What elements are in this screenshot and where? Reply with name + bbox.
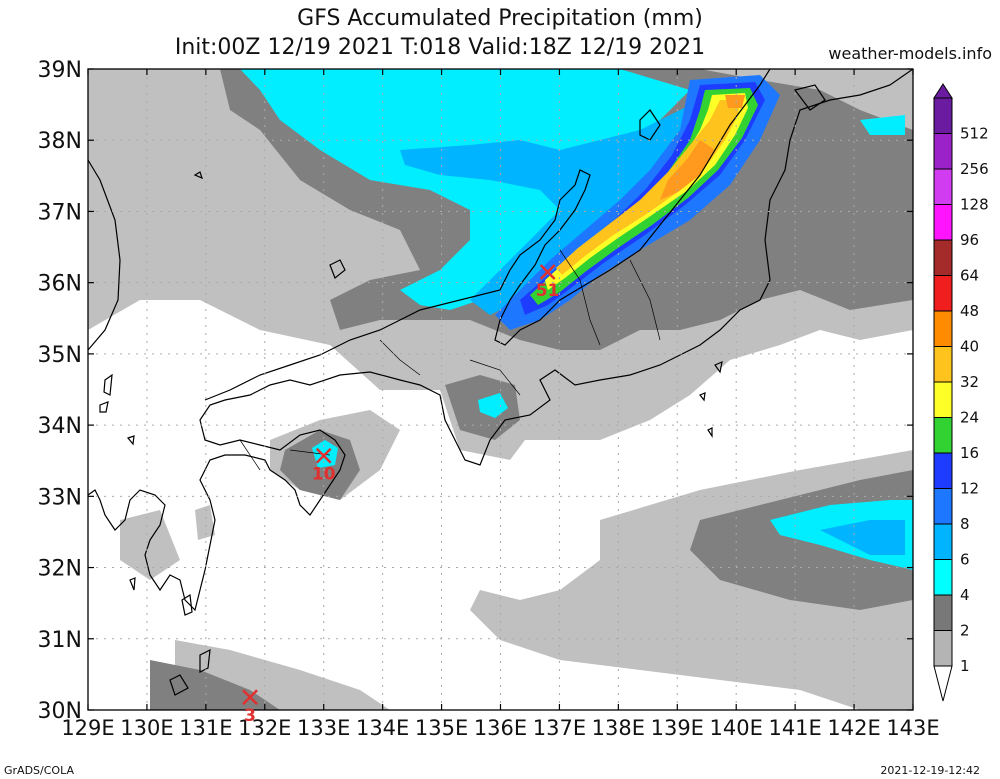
colorbar-swatch bbox=[933, 168, 953, 205]
lat-tick-label: 34N bbox=[38, 414, 82, 439]
footer-right: 2021-12-19-12:42 bbox=[880, 764, 980, 777]
colorbar-label: 1 bbox=[960, 657, 970, 675]
colorbar-label: 2 bbox=[960, 622, 970, 640]
colorbar-swatch bbox=[933, 417, 953, 454]
lat-tick-label: 31N bbox=[38, 628, 82, 653]
chart-subtitle: Init:00Z 12/19 2021 T:018 Valid:18Z 12/1… bbox=[174, 35, 706, 60]
lat-axis: 39N 38N 37N 36N 35N 34N 33N 32N 31N 30N bbox=[38, 58, 82, 724]
colorbar-label: 512 bbox=[960, 125, 989, 143]
colorbar-label: 4 bbox=[960, 586, 970, 604]
lat-tick-label: 32N bbox=[38, 557, 82, 582]
max-marker-value: 10 bbox=[312, 465, 336, 485]
max-marker-value: 51 bbox=[536, 281, 560, 301]
colorbar-label: 96 bbox=[960, 231, 979, 249]
max-marker-value: 3 bbox=[244, 706, 256, 726]
colorbar-label: 24 bbox=[960, 409, 979, 427]
lon-tick-label: 134E bbox=[356, 716, 409, 740]
lon-tick-label: 135E bbox=[415, 716, 468, 740]
colorbar-swatch bbox=[933, 630, 953, 667]
colorbar-bottom-arrow bbox=[933, 665, 953, 702]
lon-tick-label: 137E bbox=[533, 716, 586, 740]
colorbar-label: 64 bbox=[960, 267, 979, 285]
colorbar-swatch bbox=[933, 452, 953, 489]
lon-tick-label: 133E bbox=[297, 716, 350, 740]
colorbar-label: 40 bbox=[960, 338, 979, 356]
colorbar-swatch bbox=[933, 133, 953, 170]
colorbar-swatch bbox=[933, 346, 953, 383]
precip-40mm-area bbox=[660, 95, 745, 200]
colorbar-label: 32 bbox=[960, 373, 979, 391]
colorbar-label: 256 bbox=[960, 160, 989, 178]
admin-boundaries bbox=[239, 249, 661, 471]
site-label: weather-models.info bbox=[828, 44, 992, 63]
colorbar-swatch bbox=[933, 559, 953, 596]
colorbar-label: 16 bbox=[960, 444, 979, 462]
colorbar-label: 12 bbox=[960, 480, 979, 498]
lon-tick-label: 141E bbox=[768, 716, 821, 740]
colorbar-swatch bbox=[933, 310, 953, 347]
colorbar-swatch bbox=[933, 275, 953, 312]
chart-title: GFS Accumulated Precipitation (mm) bbox=[297, 6, 703, 31]
max-marker-x bbox=[242, 689, 258, 706]
lon-tick-label: 143E bbox=[886, 716, 939, 740]
lat-tick-label: 35N bbox=[38, 343, 82, 368]
lon-tick-label: 130E bbox=[120, 716, 173, 740]
colorbar-swatch bbox=[933, 523, 953, 560]
colorbar-label: 8 bbox=[960, 515, 970, 533]
lon-tick-label: 131E bbox=[179, 716, 232, 740]
lon-tick-label: 138E bbox=[592, 716, 645, 740]
lat-tick-label: 30N bbox=[38, 699, 82, 724]
lon-tick-label: 142E bbox=[827, 716, 880, 740]
precip-6mm-area bbox=[400, 100, 905, 555]
max-markers: 51 10 3 bbox=[242, 264, 560, 726]
colorbar-swatch bbox=[933, 204, 953, 241]
colorbar-swatch bbox=[933, 594, 953, 631]
max-marker-x bbox=[539, 264, 556, 280]
footer-left: GrADS/COLA bbox=[4, 764, 74, 777]
colorbar-swatch bbox=[933, 488, 953, 525]
lon-tick-label: 132E bbox=[238, 716, 291, 740]
colorbar-swatch bbox=[933, 381, 953, 418]
lon-tick-label: 129E bbox=[61, 716, 114, 740]
lon-axis: 129E 130E 131E 132E 133E 134E 135E 136E 137E 138E… bbox=[61, 716, 939, 740]
colorbar-label: 6 bbox=[960, 551, 970, 569]
colorbar-label: 48 bbox=[960, 302, 979, 320]
colorbar-top-arrow bbox=[933, 83, 953, 99]
colorbar-label: 128 bbox=[960, 196, 989, 214]
lat-tick-label: 37N bbox=[38, 200, 82, 225]
lat-tick-label: 39N bbox=[38, 58, 82, 83]
precip-32mm-area bbox=[556, 100, 740, 275]
lon-tick-label: 136E bbox=[474, 716, 527, 740]
lon-tick-label: 139E bbox=[651, 716, 704, 740]
lat-tick-label: 36N bbox=[38, 272, 82, 297]
colorbar-swatch bbox=[933, 97, 953, 134]
max-marker-x bbox=[315, 447, 332, 464]
colorbar-swatch bbox=[933, 239, 953, 276]
lat-tick-label: 33N bbox=[38, 485, 82, 510]
axis-ticks bbox=[87, 68, 914, 711]
graticule bbox=[88, 69, 913, 710]
lat-tick-label: 38N bbox=[38, 129, 82, 154]
lon-tick-label: 140E bbox=[710, 716, 763, 740]
